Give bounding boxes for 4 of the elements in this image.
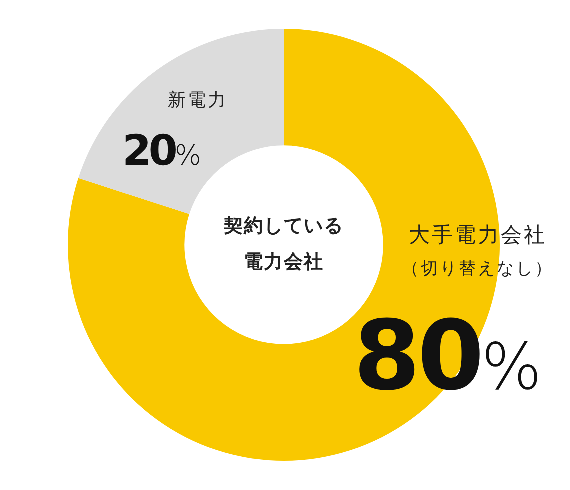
slice-label: 大手電力会社（切り替えなし） [401, 222, 555, 281]
slice-label: 新電力 [167, 89, 229, 113]
text: 契約している電力会社 [223, 214, 345, 275]
data-label: 20% [122, 126, 202, 175]
